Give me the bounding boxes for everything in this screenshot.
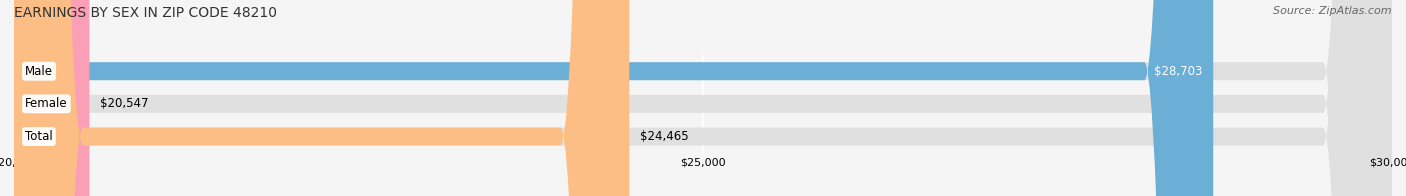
Text: EARNINGS BY SEX IN ZIP CODE 48210: EARNINGS BY SEX IN ZIP CODE 48210 (14, 6, 277, 20)
Text: Total: Total (25, 130, 53, 143)
FancyBboxPatch shape (14, 0, 90, 196)
FancyBboxPatch shape (14, 0, 630, 196)
FancyBboxPatch shape (14, 0, 1213, 196)
Text: Female: Female (25, 97, 67, 110)
FancyBboxPatch shape (14, 0, 1392, 196)
Text: Male: Male (25, 65, 53, 78)
Text: $20,547: $20,547 (100, 97, 149, 110)
Text: $24,465: $24,465 (640, 130, 689, 143)
FancyBboxPatch shape (14, 0, 1392, 196)
Text: Source: ZipAtlas.com: Source: ZipAtlas.com (1274, 6, 1392, 16)
Text: $28,703: $28,703 (1154, 65, 1202, 78)
FancyBboxPatch shape (14, 0, 1392, 196)
